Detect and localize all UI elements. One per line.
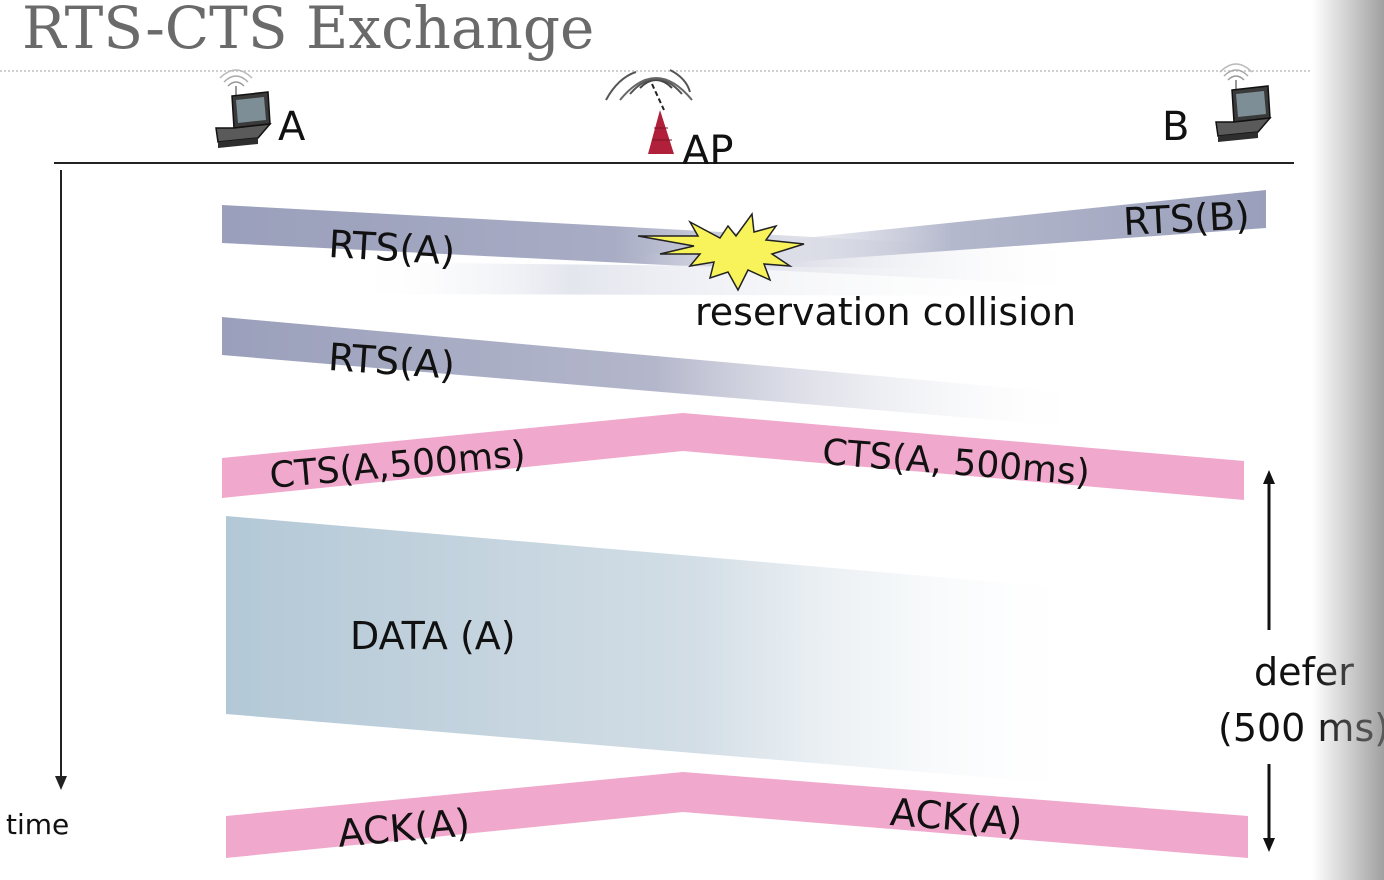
data-band xyxy=(226,516,1090,786)
time-axis-label: time xyxy=(6,808,70,841)
title-divider xyxy=(0,70,1310,72)
laptop-icon xyxy=(215,69,272,148)
laptop-icon xyxy=(1215,63,1272,142)
access-point-label: AP xyxy=(682,128,734,174)
slide-title: RTS-CTS Exchange xyxy=(22,0,595,62)
rts-a-band xyxy=(222,205,1090,286)
access-point-icon xyxy=(605,69,693,154)
rts-a-retry-label: RTS(A) xyxy=(326,335,457,388)
slide-edge-shadow xyxy=(1312,0,1384,880)
defer-arrowhead-down xyxy=(1263,838,1275,852)
collision-label: reservation collision xyxy=(695,290,1077,334)
rts-a-retry-band xyxy=(222,317,1090,428)
rts-a-label: RTS(A) xyxy=(327,222,457,274)
cts-band xyxy=(222,413,1244,500)
defer-arrowhead-up xyxy=(1263,470,1275,484)
time-axis-arrowhead xyxy=(55,776,67,790)
rts-shadow-band xyxy=(350,262,1090,296)
station-b-label: B xyxy=(1162,104,1190,150)
rts-b-band xyxy=(640,190,1266,273)
explosion-icon xyxy=(637,211,805,292)
ack-band xyxy=(226,772,1248,858)
station-a-label: A xyxy=(278,104,306,150)
data-label: DATA (A) xyxy=(350,614,516,658)
rts-b-label: RTS(B) xyxy=(1122,193,1251,244)
